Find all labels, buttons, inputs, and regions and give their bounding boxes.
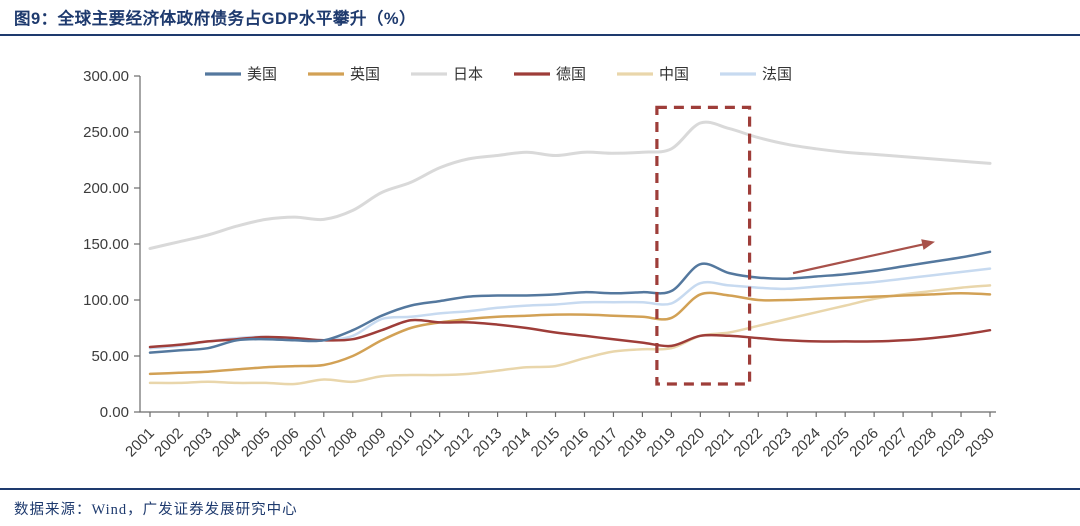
x-tick-label: 2016 bbox=[557, 425, 593, 461]
x-tick-label: 2001 bbox=[122, 425, 158, 461]
x-tick-label: 2003 bbox=[180, 425, 216, 461]
x-tick-label: 2007 bbox=[296, 425, 332, 461]
legend-label-uk: 英国 bbox=[350, 65, 380, 83]
legend-item-us: 美国 bbox=[205, 66, 277, 83]
x-tick-label: 2008 bbox=[325, 425, 361, 461]
figure-title: 图9：全球主要经济体政府债务占GDP水平攀升（%） bbox=[14, 10, 417, 28]
y-tick-label: 50.00 bbox=[91, 348, 129, 365]
legend-item-france: 法国 bbox=[720, 66, 792, 83]
x-tick-label: 2022 bbox=[730, 425, 766, 461]
legend-item-uk: 英国 bbox=[308, 65, 380, 83]
data-source: 数据来源：Wind，广发证券发展研究中心 bbox=[14, 502, 298, 518]
chart-area: 0.00 50.00 100.00 150.00 200.00 250.00 300.00 2… bbox=[0, 36, 1080, 488]
y-tick-label: 0.00 bbox=[100, 404, 129, 421]
line-chart: 0.00 50.00 100.00 150.00 200.00 250.00 300.00 2… bbox=[83, 65, 998, 461]
x-tick-label: 2006 bbox=[267, 425, 303, 461]
x-tick-label: 2023 bbox=[759, 425, 795, 461]
x-tick-label: 2024 bbox=[788, 425, 824, 461]
x-tick-label: 2027 bbox=[875, 425, 911, 461]
series-line-uk bbox=[148, 291, 992, 376]
x-tick-label: 2026 bbox=[846, 425, 882, 461]
legend-label-germany: 德国 bbox=[556, 65, 586, 83]
figure-footer: 数据来源：Wind，广发证券发展研究中心 bbox=[0, 488, 1080, 526]
x-tick-label: 2010 bbox=[383, 425, 419, 461]
series-line-germany bbox=[148, 318, 992, 349]
y-tick-label: 100.00 bbox=[83, 292, 129, 309]
legend-item-japan: 日本 bbox=[411, 66, 483, 83]
series-line-us bbox=[148, 250, 992, 354]
legend-label-us: 美国 bbox=[247, 66, 277, 83]
x-tick-label: 2028 bbox=[904, 425, 940, 461]
legend-item-germany: 德国 bbox=[514, 65, 586, 83]
x-tick-label: 2014 bbox=[499, 425, 535, 461]
y-tick-label: 250.00 bbox=[83, 124, 129, 141]
highlight-box bbox=[655, 105, 752, 386]
y-tick-label: 150.00 bbox=[83, 236, 129, 253]
x-tick-label: 2011 bbox=[413, 425, 448, 460]
y-tick-label: 300.00 bbox=[83, 68, 129, 85]
legend-label-france: 法国 bbox=[762, 66, 792, 83]
trend-arrow-shaft bbox=[792, 242, 929, 275]
figure-header: 图9：全球主要经济体政府债务占GDP水平攀升（%） bbox=[0, 0, 1080, 36]
x-tick-label: 2021 bbox=[702, 425, 738, 461]
x-tick-label: 2017 bbox=[586, 425, 622, 461]
x-tick-label: 2005 bbox=[238, 425, 274, 461]
legend-item-china: 中国 bbox=[617, 66, 689, 83]
x-tick-label: 2009 bbox=[354, 425, 390, 461]
x-tick-label: 2020 bbox=[673, 425, 709, 461]
axes bbox=[139, 76, 996, 413]
series-line-japan bbox=[148, 120, 992, 250]
trend-arrow-head bbox=[921, 239, 935, 250]
legend-label-japan: 日本 bbox=[453, 66, 483, 83]
x-tick-label: 2018 bbox=[615, 425, 651, 461]
x-tick-label: 2012 bbox=[441, 425, 477, 461]
legend-label-china: 中国 bbox=[659, 66, 689, 83]
x-tick-label: 2004 bbox=[209, 425, 245, 461]
y-tick-label: 200.00 bbox=[83, 180, 129, 197]
series-line-china bbox=[148, 284, 992, 386]
x-tick-label: 2025 bbox=[817, 425, 853, 461]
x-tick-label: 2030 bbox=[962, 425, 998, 461]
x-tick-label: 2002 bbox=[151, 425, 187, 461]
x-tick-label: 2015 bbox=[528, 425, 564, 461]
x-tick-label: 2029 bbox=[933, 425, 969, 461]
x-tick-label: 2013 bbox=[470, 425, 506, 461]
x-tick-label: 2019 bbox=[644, 425, 680, 461]
